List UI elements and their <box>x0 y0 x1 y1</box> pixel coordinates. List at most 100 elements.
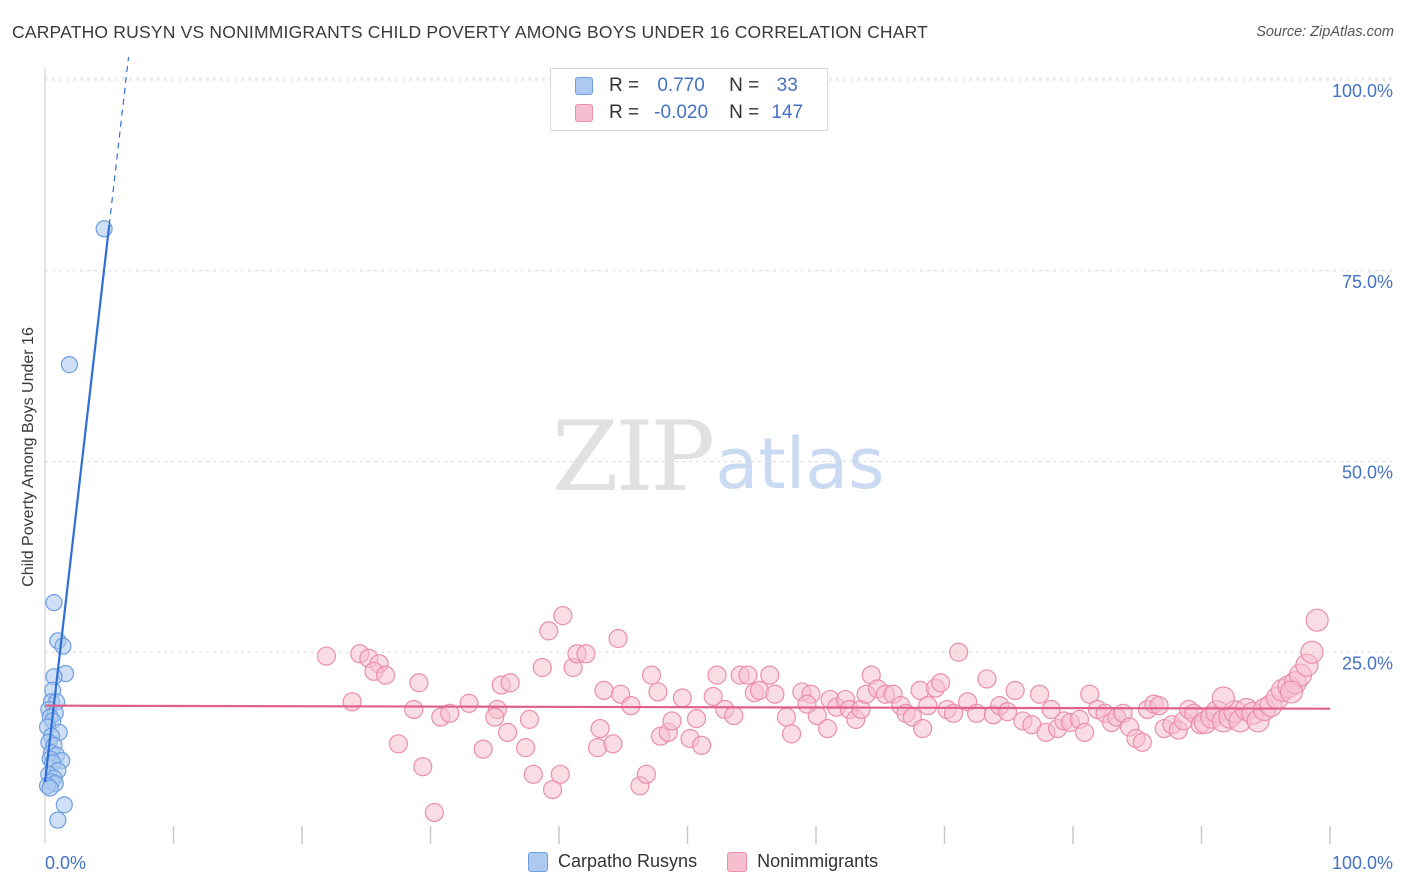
legend-n-value: 33 <box>776 75 798 96</box>
nonimmigrants-point <box>459 693 479 713</box>
nonimmigrants-point <box>776 707 797 727</box>
nonimmigrants-point <box>636 764 656 784</box>
legend-r-label: R = <box>609 102 640 123</box>
nonimmigrants-point <box>388 734 408 754</box>
series-label-nonimmigrants: Nonimmigrants <box>757 851 879 871</box>
x-tick-label: 0.0% <box>45 853 86 873</box>
nonimmigrants-trendline <box>44 704 1331 710</box>
nonimmigrants-point <box>621 696 641 716</box>
axes: 25.0% 50.0% 75.0% 100.0% 0.0% 100.0% <box>44 68 1393 873</box>
legend-r-value: -0.020 <box>654 102 709 123</box>
nonimmigrants-point <box>1029 684 1050 704</box>
carpatho-rusyns-trendline <box>43 224 111 783</box>
nonimmigrants-point <box>539 621 559 641</box>
y-tick-label: 50.0% <box>1342 463 1393 483</box>
nonimmigrants-point <box>515 738 536 758</box>
nonimmigrants-point <box>918 696 938 716</box>
y-tick-label: 100.0% <box>1332 81 1393 101</box>
nonimmigrants-point <box>686 709 707 729</box>
nonimmigrants-point <box>1305 608 1329 632</box>
nonimmigrants-point <box>692 735 712 755</box>
legend-swatch-pink <box>575 104 593 122</box>
nonimmigrants-point <box>672 688 692 708</box>
nonimmigrants-point <box>797 694 817 714</box>
series-legend: Carpatho Rusyns Nonimmigrants <box>528 851 908 872</box>
legend-row-carpatho: R = 0.770 N = 33 <box>575 74 811 98</box>
nonimmigrants-point <box>532 657 552 678</box>
nonimmigrants-point <box>550 764 570 784</box>
nonimmigrants-point <box>576 644 596 664</box>
nonimmigrants-point <box>409 673 429 693</box>
nonimmigrants-point <box>553 606 573 626</box>
nonimmigrants-point <box>817 718 838 739</box>
carpatho-rusyns-point <box>41 779 59 797</box>
nonimmigrants-point <box>1149 696 1169 716</box>
carpatho-rusyns-trendline-extension <box>108 57 130 226</box>
nonimmigrants-point <box>404 699 424 720</box>
nonimmigrants-point <box>485 707 505 727</box>
legend-row-nonimmigrants: R = -0.020 N = 147 <box>575 101 811 125</box>
series-swatch-pink <box>727 851 748 872</box>
nonimmigrants-point <box>760 665 780 685</box>
nonimmigrants-point <box>413 757 433 777</box>
nonimmigrants-point <box>1005 680 1025 701</box>
legend-n-label: N = <box>729 102 760 123</box>
nonimmigrants-point <box>738 665 758 685</box>
nonimmigrants-point <box>703 686 723 707</box>
carpatho-rusyns-point <box>60 355 79 374</box>
watermark: ZIP atlas <box>552 401 885 513</box>
series-label-carpatho: Carpatho Rusyns <box>558 851 698 871</box>
legend-n-label: N = <box>729 75 760 96</box>
nonimmigrants-point <box>523 764 543 784</box>
nonimmigrants-point <box>375 665 396 685</box>
nonimmigrants-point <box>913 718 933 739</box>
nonimmigrants-point <box>1132 732 1152 752</box>
y-tick-label: 75.0% <box>1342 272 1393 292</box>
correlation-legend: R = 0.770 N = 33 R = -0.020 N = 147 <box>550 68 828 131</box>
nonimmigrants-point <box>724 705 744 726</box>
y-axis-label: Child Poverty Among Boys Under 16 <box>20 327 37 587</box>
nonimmigrants-point <box>648 682 668 702</box>
nonimmigrants-point <box>781 724 802 744</box>
watermark-zip: ZIP <box>552 401 713 513</box>
nonimmigrants-points <box>316 606 1329 823</box>
nonimmigrants-point <box>1080 684 1100 704</box>
nonimmigrants-point <box>1300 640 1324 664</box>
legend-n-value: 147 <box>771 102 804 123</box>
series-swatch-blue <box>528 851 548 872</box>
nonimmigrants-point <box>765 684 785 704</box>
series-legend-nonimmigrants: Nonimmigrants <box>727 851 878 872</box>
nonimmigrants-point <box>977 669 997 689</box>
legend-swatch-blue <box>575 77 593 95</box>
carpatho-rusyns-point <box>49 811 67 829</box>
source-label: Source: ZipAtlas.com <box>1256 24 1394 40</box>
nonimmigrants-point <box>440 703 460 723</box>
nonimmigrants-point <box>424 802 444 823</box>
nonimmigrants-point <box>342 692 362 712</box>
x-tick-label: 100.0% <box>1332 853 1393 873</box>
nonimmigrants-point <box>316 646 337 666</box>
y-tick-label: 25.0% <box>1342 653 1393 673</box>
nonimmigrants-point <box>473 739 493 759</box>
trendlines <box>43 57 1331 783</box>
nonimmigrants-point <box>519 709 540 729</box>
grid <box>45 77 1392 653</box>
series-legend-carpatho: Carpatho Rusyns <box>528 851 697 872</box>
legend-r-label: R = <box>609 75 640 96</box>
watermark-atlas: atlas <box>715 423 884 505</box>
nonimmigrants-point <box>707 665 727 685</box>
nonimmigrants-point <box>590 718 610 739</box>
nonimmigrants-point <box>594 680 614 701</box>
nonimmigrants-point <box>1211 686 1235 710</box>
nonimmigrants-point <box>500 673 520 693</box>
nonimmigrants-point <box>542 779 563 800</box>
nonimmigrants-point <box>1074 722 1095 742</box>
chart-title: CARPATHO RUSYN VS NONIMMIGRANTS CHILD PO… <box>12 22 929 42</box>
nonimmigrants-point <box>662 711 682 731</box>
nonimmigrants-point <box>949 642 969 662</box>
legend-r-value: 0.770 <box>657 75 705 96</box>
nonimmigrants-point <box>608 628 628 649</box>
nonimmigrants-point <box>603 734 623 754</box>
carpatho-rusyns-point <box>55 796 73 814</box>
